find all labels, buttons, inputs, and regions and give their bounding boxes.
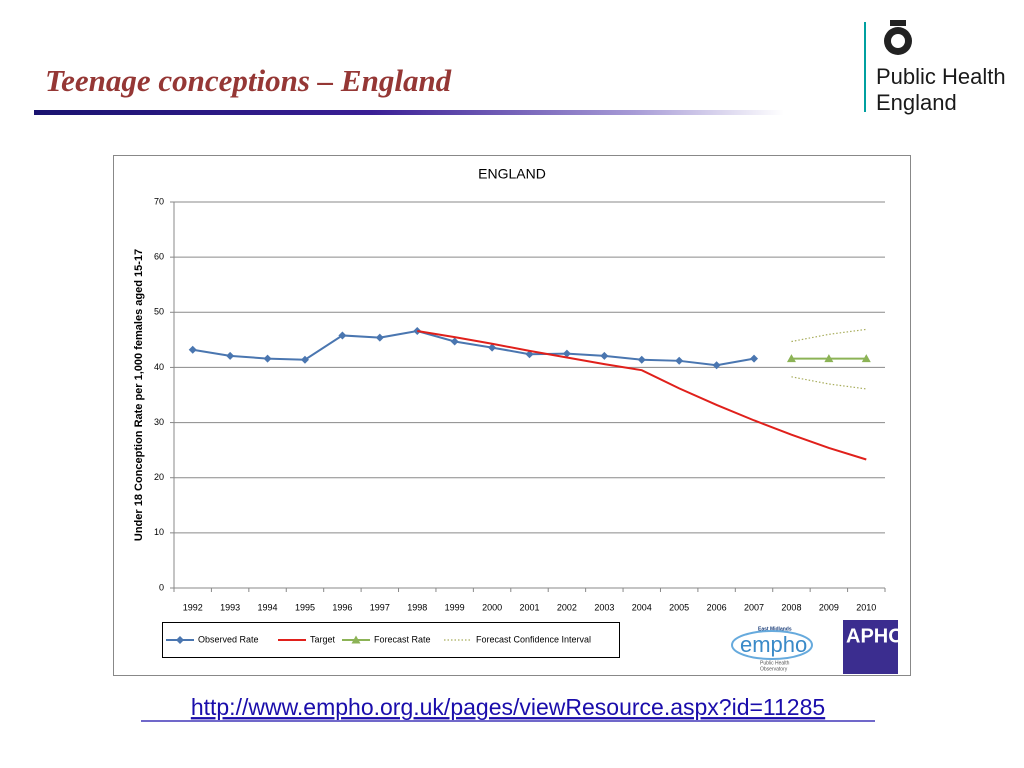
x-tick-label: 2002 [557,602,577,612]
plot: 0 10 20 30 40 50 60 70 1992 1993 1994 1995 1996 1997 1… [154,196,886,612]
legend-label: Forecast Rate [374,634,431,644]
y-tick-label: 50 [154,307,164,317]
diamond-marker [375,333,384,342]
logo-text: East Midlands [758,626,792,632]
y-tick-label: 20 [154,472,164,482]
apho-logo: APHO [843,620,904,674]
triangle-marker [786,354,796,363]
legend-label: Observed Rate [198,634,259,644]
x-tick-label: 1992 [183,602,203,612]
legend-items: Observed Rate Target Forecast Rate Forecast… [166,634,591,644]
diamond-marker [562,349,571,358]
y-tick-label: 10 [154,527,164,537]
y-tick-label: 0 [159,582,164,592]
y-tick-label: 30 [154,417,164,427]
x-tick-label: 2009 [819,602,839,612]
x-tick-label: 2005 [669,602,689,612]
logo-text: APHO [846,625,904,647]
chart-title: ENGLAND [478,166,546,182]
crest [884,20,912,55]
diamond-marker [712,361,721,370]
diamond-marker [675,356,684,365]
diamond-marker [750,354,759,363]
x-tick-label: 2001 [519,602,539,612]
slide-title: Teenage conceptions – England [45,63,452,98]
triangle-marker [824,354,834,363]
diamond-marker [338,331,347,340]
diamond-marker [176,636,184,644]
x-tick-label: 2007 [744,602,764,612]
series-line [192,330,755,367]
diamond-marker [600,351,609,360]
series-line [417,330,867,461]
empho-logo: East Midlands empho Public Health Observ… [731,626,813,672]
y-axis-label: Under 18 Conception Rate per 1,000 femal… [133,249,145,541]
logo-text: Observatory [760,666,788,672]
x-tick-label: 2008 [781,602,801,612]
x-tick-label: 2006 [707,602,727,612]
x-tick-label: 1999 [445,602,465,612]
triangle-marker [351,635,361,644]
series-line-lower [791,376,867,390]
chart-frame [113,155,911,676]
diamond-marker [226,351,235,360]
x-tick-label: 2004 [632,602,652,612]
triangle-marker [861,354,871,363]
x-tick-label: 2003 [594,602,614,612]
series-line [791,328,867,343]
legend-label: Forecast Confidence Interval [476,634,591,644]
x-tick-label: 1998 [407,602,427,612]
legend [162,622,620,658]
logo-text: Public Health [760,660,790,666]
brand-line: England [876,90,957,115]
y-tick-label: 60 [154,252,164,262]
x-tick-label: 2010 [856,602,876,612]
logo-text: empho [740,632,807,657]
y-tick-label: 70 [154,196,164,206]
x-tick-label: 1994 [258,602,278,612]
title-rule [34,110,784,115]
diamond-marker [488,343,497,352]
y-tick-label: 40 [154,362,164,372]
x-tick-label: 1997 [370,602,390,612]
diamond-marker [263,354,272,363]
legend-label: Target [310,634,336,644]
diamond-marker [300,355,309,364]
diamond-marker [188,345,197,354]
x-tick-label: 2000 [482,602,502,612]
x-tick-label: 1996 [332,602,352,612]
x-tick-label: 1993 [220,602,240,612]
x-tick-label: 1995 [295,602,315,612]
diamond-marker [637,355,646,364]
source-link[interactable]: http://www.empho.org.uk/pages/viewResour… [191,694,825,720]
brand-line: Public Health [876,64,1006,89]
diamond-marker [450,337,459,346]
